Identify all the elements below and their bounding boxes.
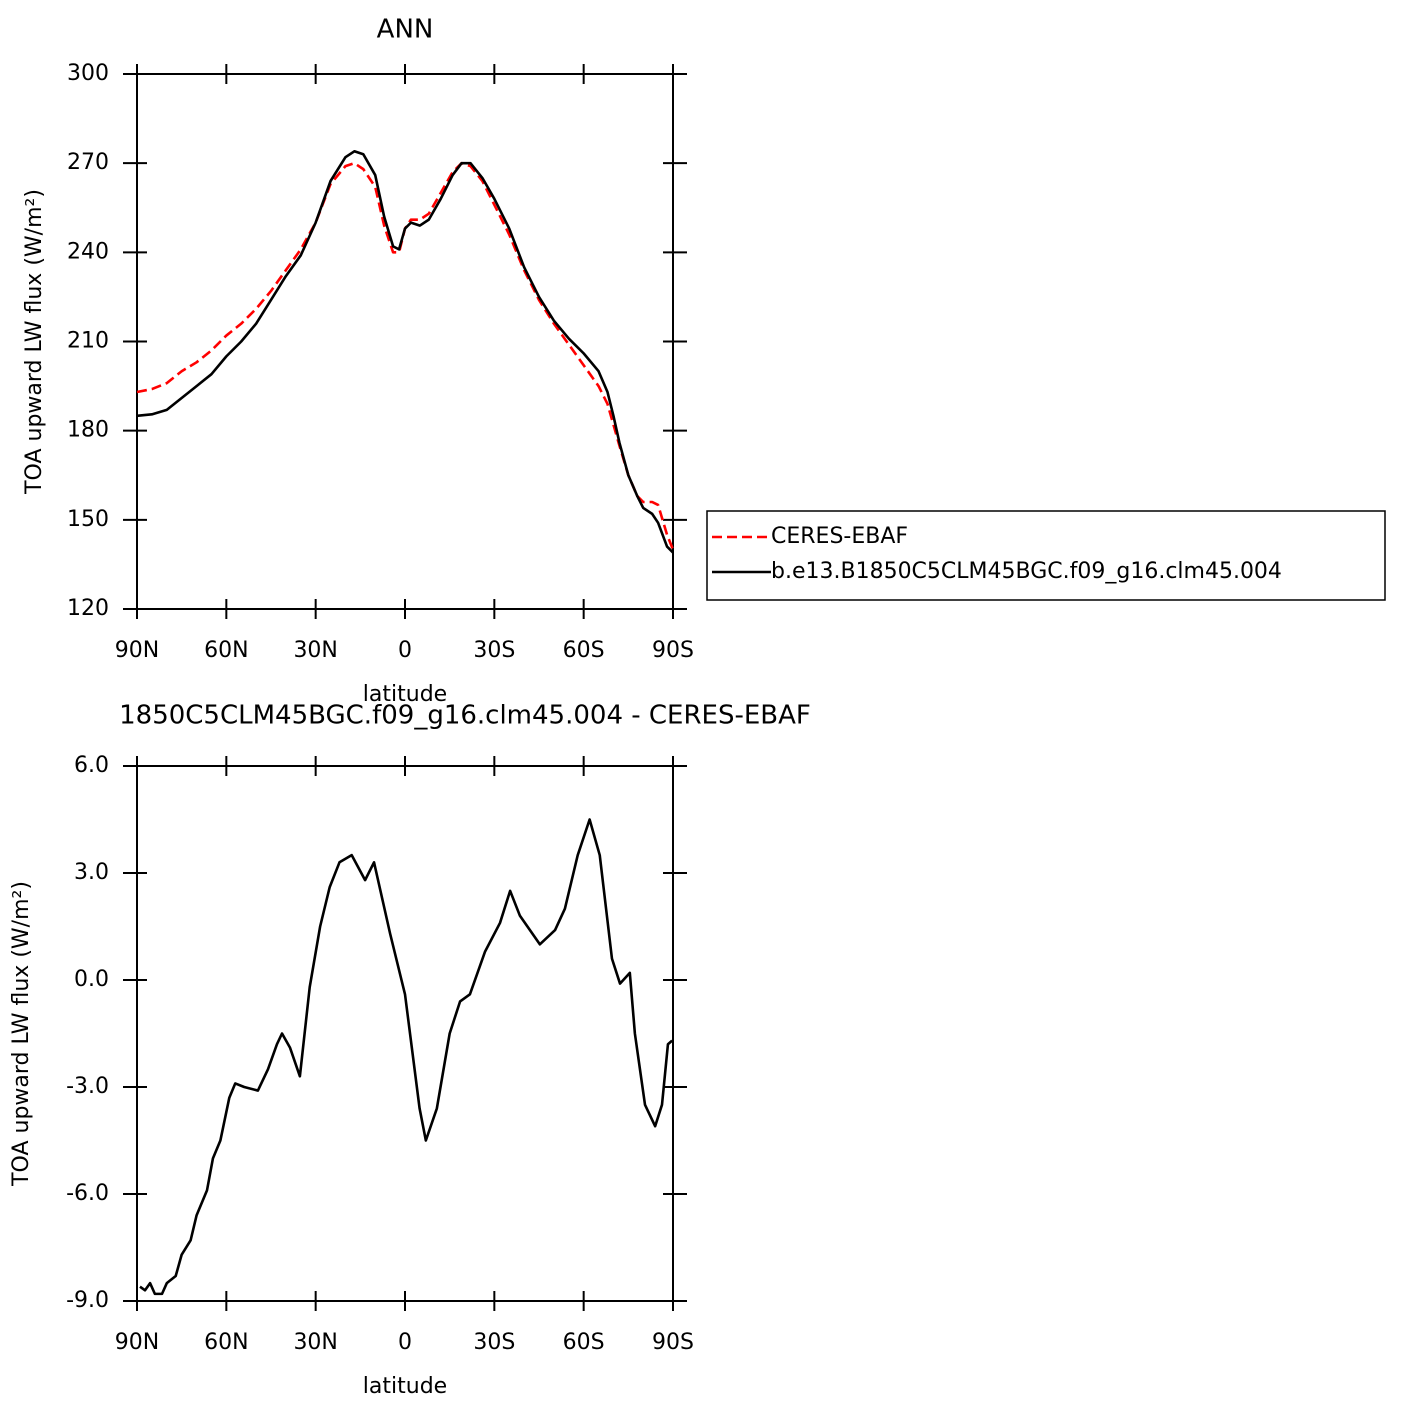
x-axis-label: latitude xyxy=(363,1374,447,1399)
y-tick-label: -6.0 xyxy=(66,1181,109,1206)
y-tick-label: 150 xyxy=(67,507,109,532)
y-tick-label: -9.0 xyxy=(66,1288,109,1313)
legend-label: CERES-EBAF xyxy=(771,524,908,549)
legend-box xyxy=(706,510,1386,601)
x-tick-label: 30N xyxy=(293,638,337,663)
x-tick-label: 60S xyxy=(563,1330,605,1355)
y-tick-label: 120 xyxy=(67,596,109,621)
y-tick-label: 270 xyxy=(67,150,109,175)
y-tick-label: 0.0 xyxy=(74,967,109,992)
x-tick-label: 30N xyxy=(293,1330,337,1355)
data-line xyxy=(136,149,674,554)
y-tick-label: 240 xyxy=(67,239,109,264)
data-line xyxy=(139,818,673,1296)
x-tick-label: 90N xyxy=(115,1330,159,1355)
y-axis-label: TOA upward LW flux (W/m²) xyxy=(9,881,34,1187)
x-tick-label: 30S xyxy=(473,1330,515,1355)
x-tick-label: 90N xyxy=(115,638,159,663)
y-axis-label: TOA upward LW flux (W/m²) xyxy=(22,189,47,495)
y-tick-label: 180 xyxy=(67,418,109,443)
y-tick-label: 6.0 xyxy=(74,753,109,778)
x-tick-label: 0 xyxy=(398,638,412,663)
chart-title: 1850C5CLM45BGC.f09_g16.clm45.004 - CERES… xyxy=(119,701,811,731)
y-tick-label: 210 xyxy=(67,329,109,354)
y-tick-label: 3.0 xyxy=(74,860,109,885)
y-tick-label: 300 xyxy=(67,61,109,86)
y-tick-label: -3.0 xyxy=(66,1074,109,1099)
legend-label: b.e13.B1850C5CLM45BGC.f09_g16.clm45.004 xyxy=(771,559,1282,584)
data-line xyxy=(136,161,675,551)
x-tick-label: 90S xyxy=(652,1330,694,1355)
x-tick-label: 90S xyxy=(652,638,694,663)
plot-frame xyxy=(136,765,674,1302)
x-tick-label: 60N xyxy=(204,638,248,663)
x-tick-label: 60N xyxy=(204,1330,248,1355)
x-axis-label: latitude xyxy=(363,682,447,707)
x-tick-label: 0 xyxy=(398,1330,412,1355)
x-tick-label: 60S xyxy=(563,638,605,663)
plot-frame xyxy=(136,73,674,610)
chart-title: ANN xyxy=(377,15,434,45)
x-tick-label: 30S xyxy=(473,638,515,663)
